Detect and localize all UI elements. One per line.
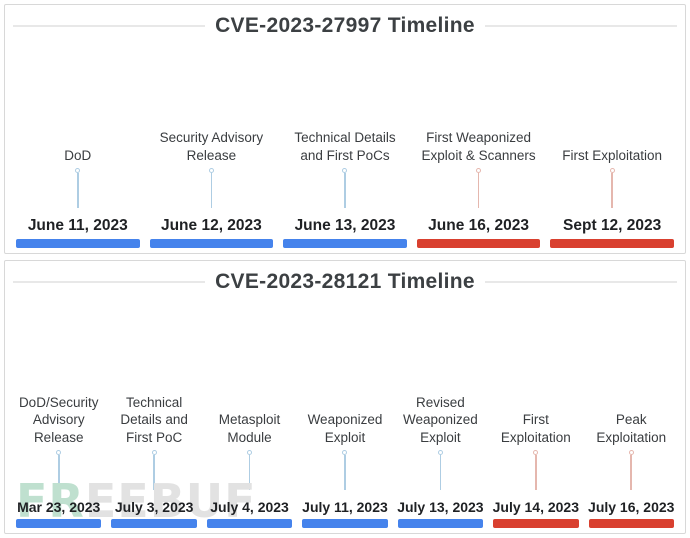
event-connector: [11, 168, 145, 208]
timeline-event: First Weaponized Exploit & Scanners June…: [412, 129, 546, 248]
connector-line: [611, 173, 613, 208]
event-bar: [493, 519, 579, 528]
event-bar: [111, 519, 197, 528]
title-rule-right: [484, 25, 678, 27]
event-connector: [584, 450, 679, 490]
event-label: First Weaponized Exploit & Scanners: [421, 130, 536, 164]
timeline-event: Weaponized Exploit July 11, 2023: [297, 394, 392, 528]
title-rule-right: [484, 281, 678, 283]
connector-dot-icon: [151, 450, 157, 455]
timeline-events: DoD June 11, 2023 Security Advisory Rele…: [5, 129, 685, 253]
timeline-event: Peak Exploitation July 16, 2023: [584, 394, 679, 528]
timeline-event: DoD/Security Advisory Release Mar 23, 20…: [11, 394, 106, 528]
connector-dot-icon: [437, 450, 443, 455]
connector-dot-icon: [533, 450, 539, 455]
connector-line: [535, 455, 537, 490]
timeline-event: Security Advisory Release June 12, 2023: [145, 129, 279, 248]
connector-line: [248, 455, 251, 490]
connector-line: [344, 455, 346, 490]
timeline-event: Technical Details and First PoCs June 13…: [278, 129, 412, 248]
event-bar: [283, 239, 407, 248]
timeline-header: CVE-2023-27997 Timeline: [5, 5, 685, 38]
connector-line: [57, 455, 60, 490]
timeline-event: Revised Weaponized Exploit July 13, 2023: [393, 394, 488, 528]
connector-line: [77, 173, 79, 208]
connector-dot-icon: [75, 168, 81, 173]
event-connector: [412, 168, 546, 208]
timeline-event: First Exploitation Sept 12, 2023: [545, 129, 679, 248]
event-connector: [545, 168, 679, 208]
connector-line: [344, 173, 346, 208]
event-connector: [106, 450, 201, 490]
event-label: Revised Weaponized Exploit: [402, 394, 478, 446]
connector-line: [630, 455, 633, 490]
connector-line: [477, 173, 480, 208]
title-rule-left: [13, 281, 206, 283]
event-label: Security Advisory Release: [159, 130, 264, 164]
timeline-panels: CVE-2023-27997 Timeline DoD June 11, 202…: [4, 4, 686, 534]
event-connector: [202, 450, 297, 490]
connector-dot-icon: [208, 168, 214, 173]
event-label: Metasploit Module: [218, 412, 281, 446]
title-rule-left: [13, 25, 206, 27]
event-label: First Exploitation: [500, 412, 571, 446]
connector-line: [439, 455, 442, 490]
timeline-event: First Exploitation July 14, 2023: [488, 394, 583, 528]
timeline-events: DoD/Security Advisory Release Mar 23, 20…: [5, 394, 685, 533]
event-label: First Exploitation: [562, 148, 663, 164]
event-date: July 3, 2023: [114, 499, 194, 515]
event-date: June 13, 2023: [294, 217, 396, 234]
connector-dot-icon: [609, 168, 615, 173]
event-date: July 11, 2023: [302, 499, 388, 515]
timeline-event: Metasploit Module July 4, 2023: [202, 394, 297, 528]
event-connector: [278, 168, 412, 208]
event-label: DoD: [64, 148, 92, 164]
event-date: July 16, 2023: [588, 499, 675, 515]
event-connector: [393, 450, 488, 490]
event-connector: [297, 450, 392, 490]
event-label: Technical Details and First PoC: [120, 394, 188, 446]
timeline-title: CVE-2023-27997 Timeline: [215, 14, 475, 37]
event-bar: [416, 239, 541, 248]
event-connector: [488, 450, 583, 490]
event-label: DoD/Security Advisory Release: [18, 394, 99, 446]
connector-dot-icon: [56, 450, 62, 455]
event-date: Sept 12, 2023: [563, 217, 662, 234]
event-bar: [206, 519, 293, 528]
timeline-event: DoD June 11, 2023: [11, 129, 145, 248]
event-connector: [145, 168, 279, 208]
event-label: Technical Details and First PoCs: [294, 130, 396, 164]
event-bar: [397, 519, 484, 528]
event-bar: [550, 239, 674, 248]
timeline-event: Technical Details and First PoC July 3, …: [106, 394, 201, 528]
timeline-panel: CVE-2023-27997 Timeline DoD June 11, 202…: [4, 4, 686, 254]
connector-line: [210, 173, 213, 208]
connector-dot-icon: [628, 450, 634, 455]
event-connector: [11, 450, 106, 490]
event-label: Peak Exploitation: [596, 412, 667, 446]
connector-dot-icon: [247, 450, 253, 455]
event-date: July 14, 2023: [492, 499, 580, 515]
event-date: Mar 23, 2023: [17, 499, 101, 515]
event-label: Weaponized Exploit: [307, 412, 383, 446]
connector-dot-icon: [342, 450, 348, 455]
event-bar: [302, 519, 388, 528]
event-date: June 12, 2023: [160, 217, 262, 234]
event-date: June 16, 2023: [428, 217, 529, 234]
connector-dot-icon: [342, 168, 348, 173]
timeline-panel: CVE-2023-28121 Timeline DoD/Security Adv…: [4, 260, 686, 534]
timeline-title: CVE-2023-28121 Timeline: [215, 270, 475, 293]
connector-line: [153, 455, 155, 490]
event-bar: [588, 519, 674, 528]
event-bar: [16, 519, 102, 528]
event-date: July 4, 2023: [210, 499, 289, 515]
timeline-header: CVE-2023-28121 Timeline: [5, 261, 685, 294]
event-date: June 11, 2023: [27, 217, 128, 234]
event-bar: [149, 239, 274, 248]
event-bar: [16, 239, 140, 248]
connector-dot-icon: [476, 168, 482, 173]
event-date: July 13, 2023: [397, 499, 484, 515]
